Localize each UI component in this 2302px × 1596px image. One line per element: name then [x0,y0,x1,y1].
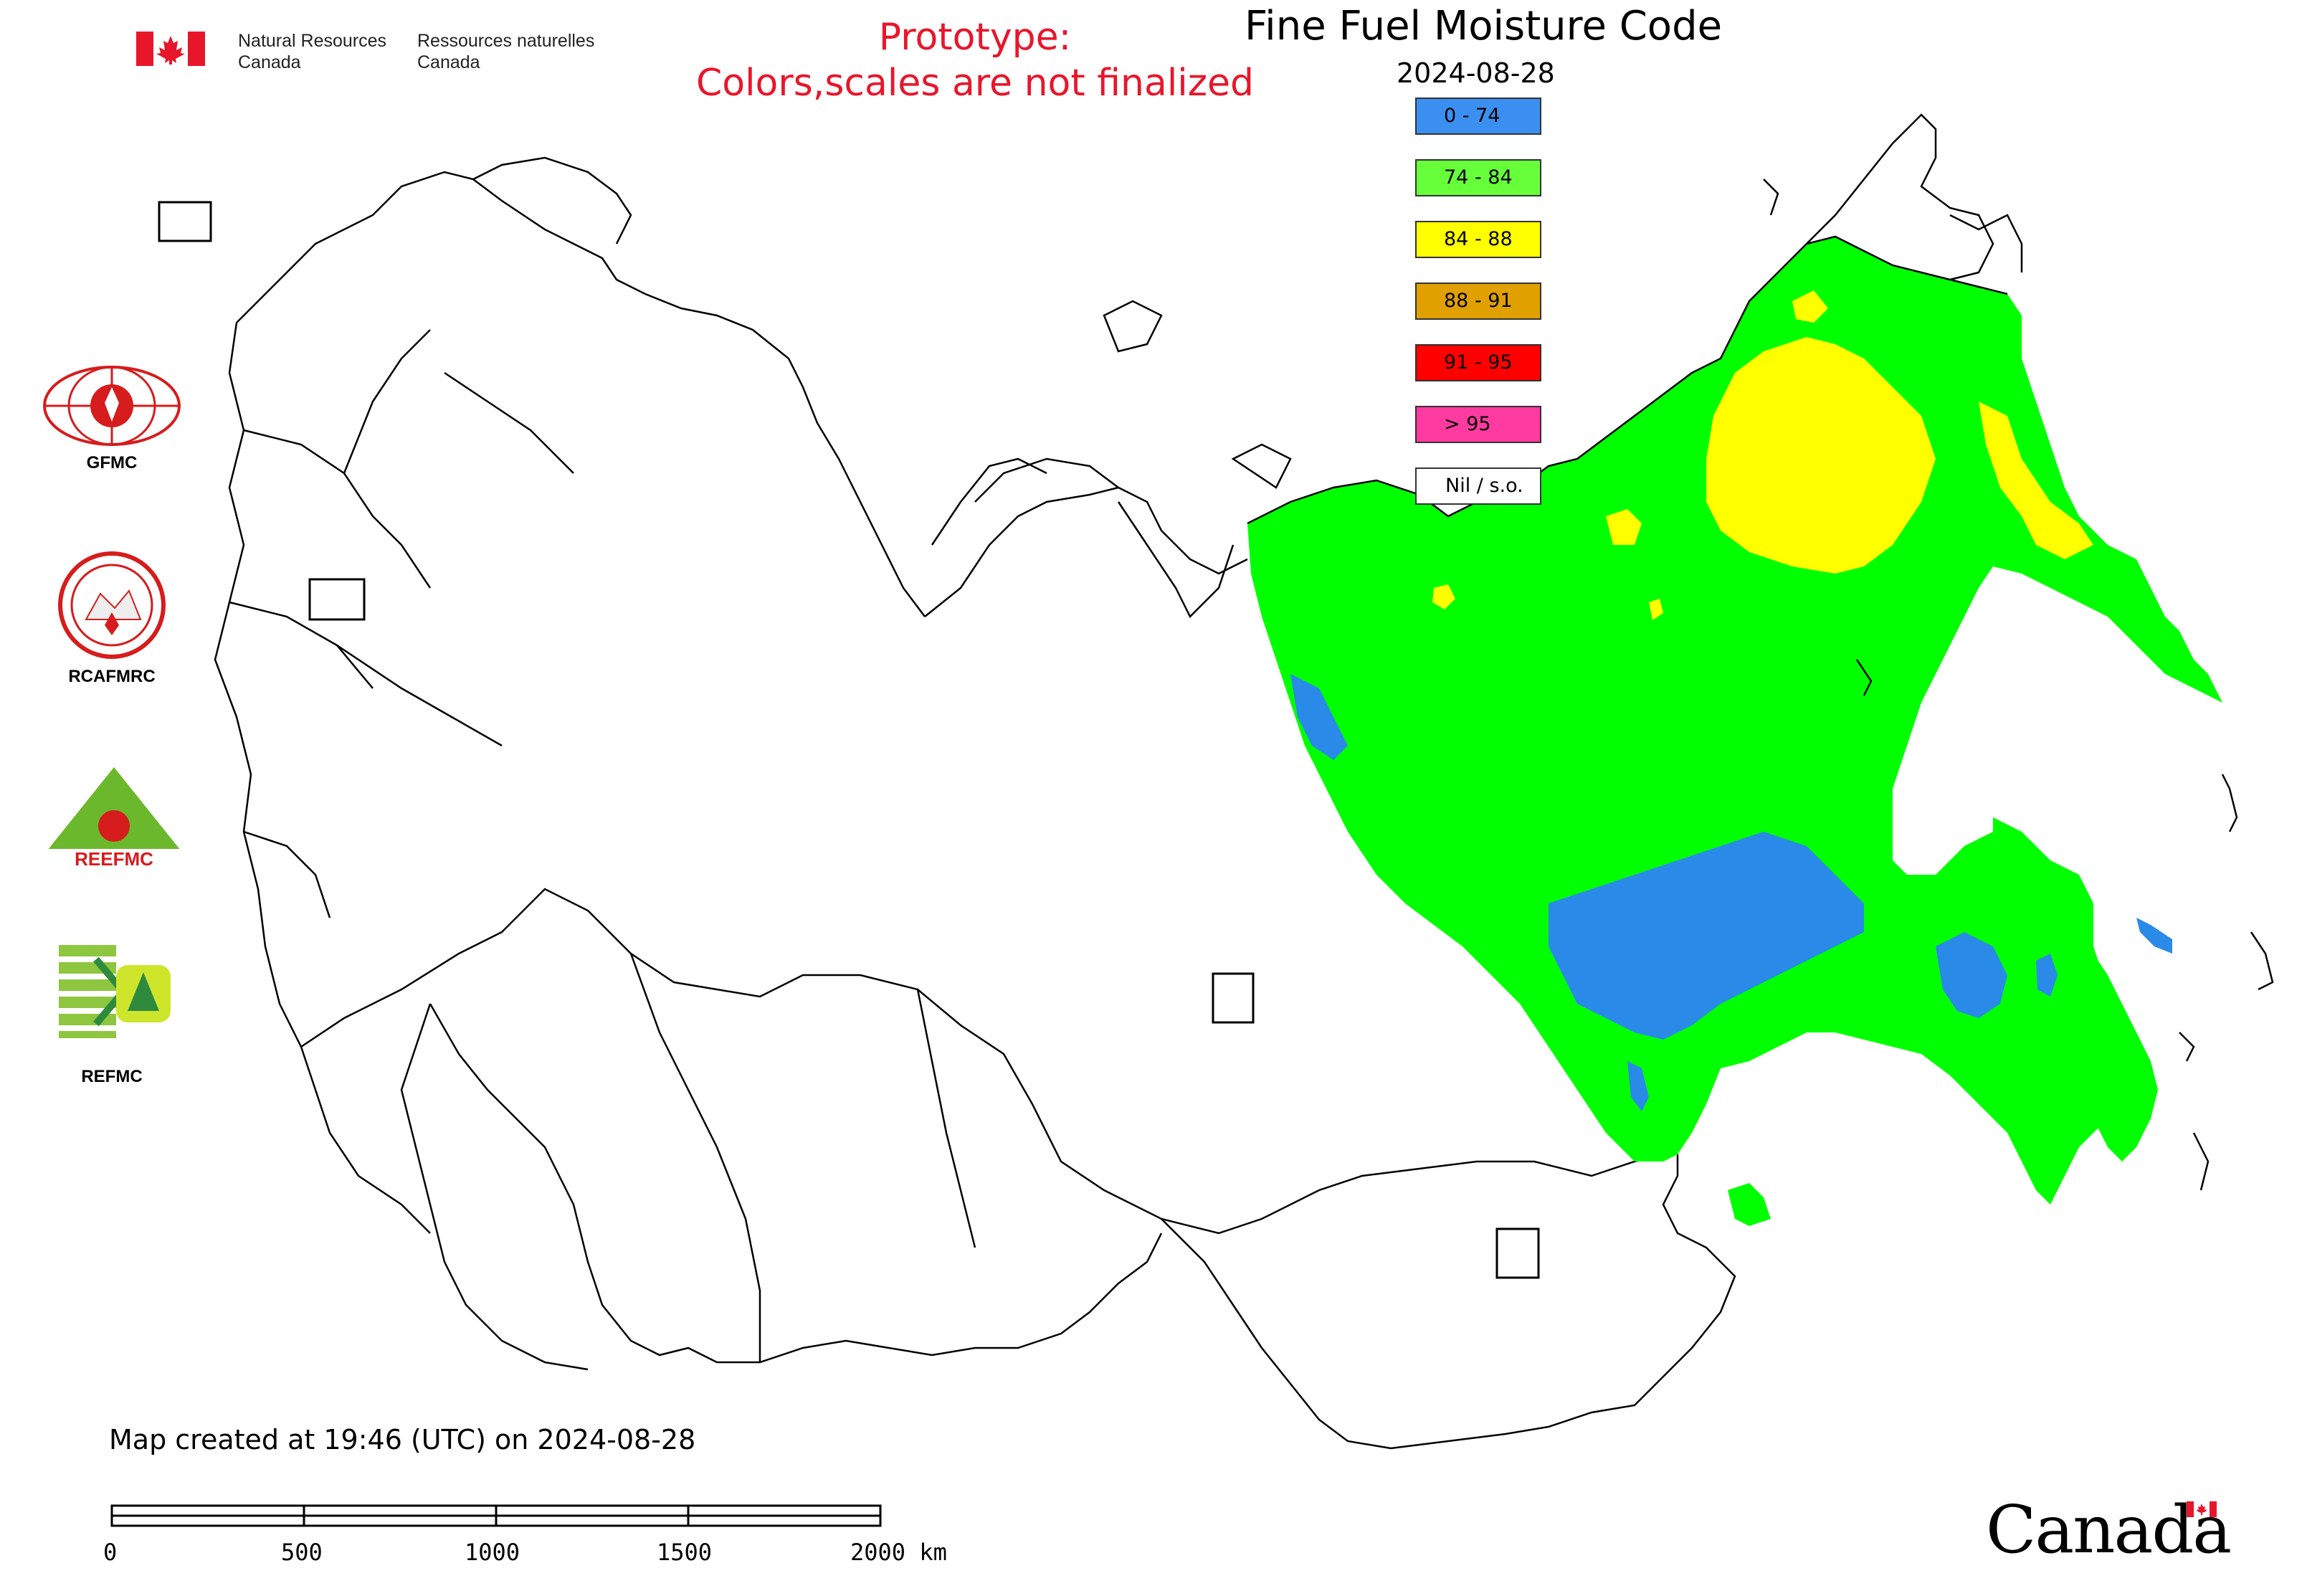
canada-flag-icon [136,32,205,66]
ffmc-84-88-region [1706,337,1936,574]
org-name-fr-line2: Canada [417,52,480,72]
legend-item-74-84: 74 - 84 [1415,159,1541,196]
ffmc-0-74-region [1549,832,1864,1040]
map-created-timestamp: Map created at 19:46 (UTC) on 2024-08-28 [109,1424,696,1455]
ffmc-84-88-region [1792,290,1828,323]
ffmc-0-74-region [2036,954,2058,997]
scale-label-500: 500 [281,1539,323,1566]
ffmc-84-88-region [1606,509,1642,545]
ffmc-0-74-region [2136,918,2172,954]
org-name-en-line1: Natural Resources [238,31,387,51]
refmc-label: REFMC [81,1067,143,1086]
ffmc-74-84-region [1993,817,2158,1162]
map-date: 2024-08-28 [1397,57,1555,89]
refmc-marker[interactable] [1212,972,1255,1024]
scale-label-1000: 1000 [465,1539,520,1566]
legend-item-88-91: 88 - 91 [1415,282,1541,320]
legend-item-gt-95: > 95 [1415,406,1541,443]
gfmc-label: GFMC [86,453,138,472]
scale-bar [110,1504,882,1527]
ffmc-74-84-region [1728,1183,1771,1226]
scale-label-2000: 2000 km [850,1539,947,1566]
prototype-notice: Prototype: Colors,scales are not finaliz… [660,14,1290,106]
country-boundaries [214,156,1736,1450]
ffmc-0-74-region [1936,932,2007,1018]
org-name-en-line2: Canada [238,52,301,72]
prototype-line2: Colors,scales are not finalized [695,62,1255,105]
rcafmrc-logo-icon[interactable] [57,551,166,660]
rcafmrc-label: RCAFMRC [68,667,156,686]
gfmc-logo-icon[interactable] [42,363,182,449]
wordmark-flag-icon [2187,1501,2217,1517]
legend-item-91-95: 91 - 95 [1415,344,1541,381]
legend-item-0-74: 0 - 74 [1415,98,1541,135]
nrcan-signature: Natural Resources Canada Ressources natu… [136,30,609,80]
ffmc-0-74-region [1290,674,1348,760]
legend-item-84-88: 84 - 88 [1415,221,1541,258]
fwi-data-overlay [1247,113,2222,1226]
reefmc-marker[interactable] [308,578,366,621]
org-name-fr-line1: Ressources naturelles [417,31,595,51]
reefmc-logo-text: REEFMC [75,848,153,870]
refmc-logo-icon[interactable] [59,945,173,1038]
map-markers [158,201,1540,1279]
scale-label-1500: 1500 [657,1539,713,1566]
gfmc-marker[interactable] [158,201,212,242]
ffmc-84-88-region [1979,402,2093,559]
prototype-line1: Prototype: [878,16,1072,59]
canada-wordmark: Canada [1986,1491,2232,1570]
ffmc-0-74-region [1627,1061,1649,1111]
rcafmrc-marker[interactable] [1495,1227,1540,1279]
legend-item-nil: Nil / s.o. [1415,467,1541,505]
island-outlines [1855,659,2274,1191]
scale-label-0: 0 [103,1539,118,1566]
ffmc-84-88-region [1432,584,1455,609]
ffmc-84-88-region [1649,599,1663,620]
map-title: Fine Fuel Moisture Code [1245,3,1723,49]
reefmc-logo-icon[interactable]: REEFMC [39,764,189,872]
